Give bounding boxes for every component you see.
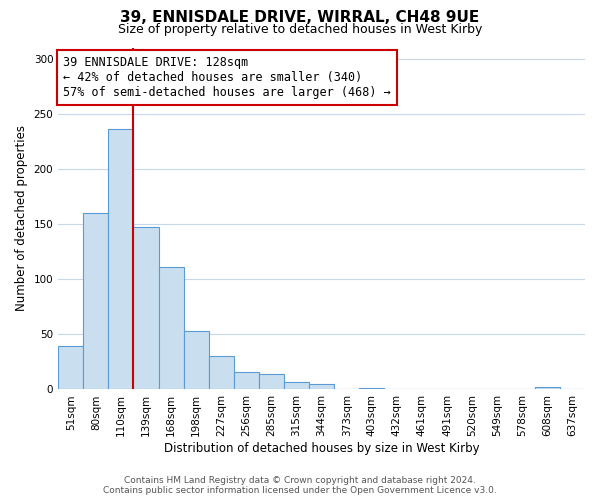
Text: 39 ENNISDALE DRIVE: 128sqm
← 42% of detached houses are smaller (340)
57% of sem: 39 ENNISDALE DRIVE: 128sqm ← 42% of deta… — [63, 56, 391, 100]
Bar — [284, 382, 309, 390]
Bar — [133, 228, 158, 390]
Bar — [535, 388, 560, 390]
Bar — [309, 384, 334, 390]
Bar — [109, 129, 133, 390]
Bar — [359, 388, 385, 390]
X-axis label: Distribution of detached houses by size in West Kirby: Distribution of detached houses by size … — [164, 442, 479, 455]
Bar — [209, 356, 234, 390]
Bar — [83, 213, 109, 390]
Text: Contains HM Land Registry data © Crown copyright and database right 2024.
Contai: Contains HM Land Registry data © Crown c… — [103, 476, 497, 495]
Bar — [158, 267, 184, 390]
Bar — [259, 374, 284, 390]
Bar — [58, 346, 83, 390]
Text: Size of property relative to detached houses in West Kirby: Size of property relative to detached ho… — [118, 22, 482, 36]
Bar — [234, 372, 259, 390]
Text: 39, ENNISDALE DRIVE, WIRRAL, CH48 9UE: 39, ENNISDALE DRIVE, WIRRAL, CH48 9UE — [121, 10, 479, 25]
Bar — [184, 331, 209, 390]
Y-axis label: Number of detached properties: Number of detached properties — [15, 126, 28, 312]
